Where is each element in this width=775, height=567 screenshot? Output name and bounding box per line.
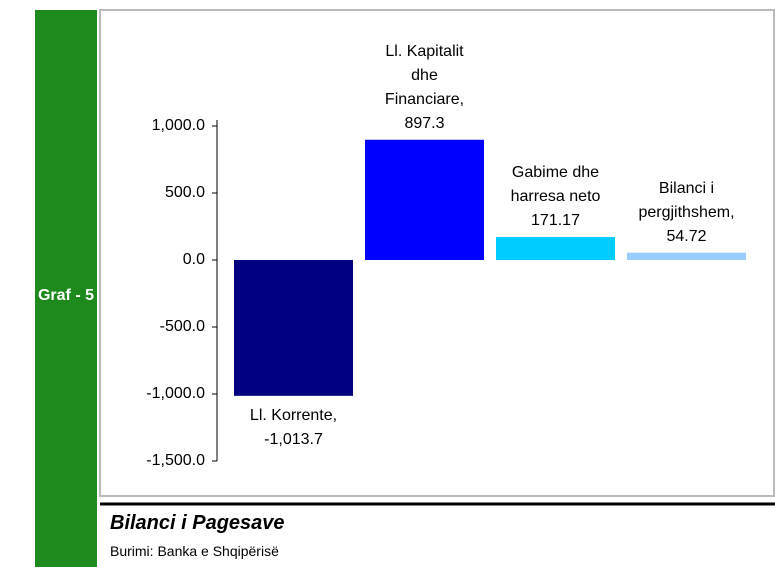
bar <box>365 139 484 260</box>
y-tick-label: -1,000.0 <box>146 385 205 402</box>
data-label-box: Gabime dhe harresa neto 171.17 <box>510 164 601 230</box>
caption: Bilanci i Pagesave <box>110 512 285 534</box>
bar <box>496 237 615 260</box>
sidebar-label: Graf - 5 <box>37 287 94 304</box>
data-label-box: Ll. Korrente, -1,013.7 <box>249 406 338 448</box>
y-tick-label: 0.0 <box>183 251 205 268</box>
data-label-box: Ll. Kapitalit dhe Financiare, 897.3 <box>384 42 465 132</box>
data-label: Ll. Kapitalit dhe Financiare, 897.3 <box>384 42 465 132</box>
y-tick-label: 500.0 <box>165 184 205 201</box>
sidebar: Graf - 5 <box>35 10 97 567</box>
data-label: Ll. Korrente, -1,013.7 <box>249 406 338 448</box>
y-tick-label: -1,500.0 <box>146 452 205 469</box>
bar <box>234 260 353 396</box>
bar <box>627 252 746 260</box>
data-label: Gabime dhe harresa neto 171.17 <box>510 164 601 230</box>
data-label-box: Bilanci i pergjithshem, 54.72 <box>638 179 735 245</box>
chart: -1,500.0 -1,000.0 -500.0 0.0 500.0 1,000.0 Ll.… <box>99 9 775 506</box>
y-tick-label: -500.0 <box>160 318 205 335</box>
data-label: Bilanci i pergjithshem, 54.72 <box>638 179 735 245</box>
source: Burimi: Banka e Shqipërisë <box>110 543 279 559</box>
y-tick-label: 1,000.0 <box>152 117 205 134</box>
